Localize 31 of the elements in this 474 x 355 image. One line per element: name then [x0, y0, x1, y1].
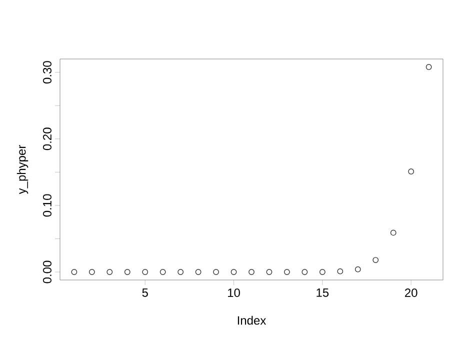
x-tick-label: 20	[405, 288, 418, 298]
point	[248, 269, 254, 275]
point	[354, 266, 361, 272]
point	[230, 269, 237, 275]
y-tick-label: 0.00	[42, 260, 52, 284]
point	[142, 269, 148, 275]
point	[178, 269, 184, 275]
x-axis-title: Index	[238, 316, 266, 325]
x-tick-label: 15	[316, 288, 329, 297]
point	[106, 269, 113, 275]
point	[88, 269, 95, 275]
point	[408, 168, 414, 174]
y-tick-label: 0.10	[42, 194, 52, 217]
point	[372, 257, 379, 263]
point	[195, 269, 202, 275]
x-tick-label: 10	[228, 288, 240, 298]
point	[337, 268, 344, 274]
point	[124, 269, 130, 275]
point	[160, 269, 166, 275]
point	[284, 269, 290, 275]
point	[319, 269, 326, 275]
point	[213, 269, 219, 275]
point	[266, 269, 272, 275]
x-tick-label: 5	[142, 288, 148, 297]
point	[390, 230, 396, 236]
y-tick-label: 0.30	[42, 61, 52, 84]
y-tick-label: 0.20	[42, 128, 52, 150]
point	[302, 269, 308, 275]
point	[426, 64, 432, 70]
point	[71, 269, 78, 275]
y-axis-title: y_phyper	[16, 145, 28, 194]
